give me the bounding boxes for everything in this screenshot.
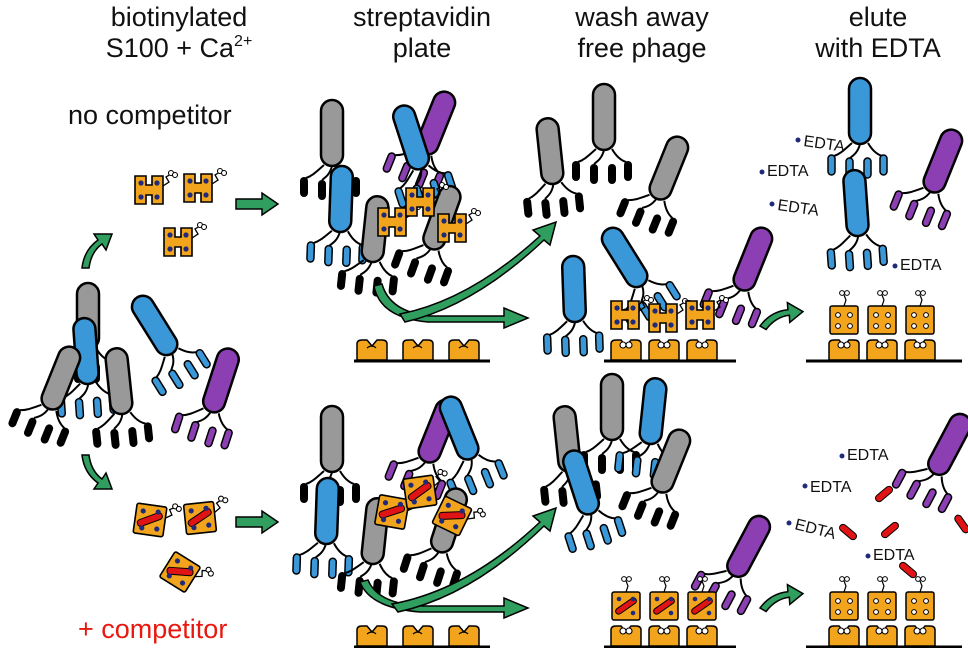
edta-label: EDTA bbox=[810, 479, 852, 496]
edta-label: EDTA bbox=[873, 547, 915, 564]
calcium-charge: 2+ bbox=[234, 33, 253, 50]
arrow-step1-to-step2-bottom bbox=[235, 510, 279, 534]
streptavidin-plate-top bbox=[354, 339, 490, 363]
header-step4: elute with EDTA bbox=[790, 2, 966, 64]
header-step2-line1: streptavidin bbox=[352, 2, 492, 32]
mixture-top bbox=[298, 79, 482, 300]
edta-label: EDTA bbox=[847, 447, 889, 464]
captured-s100-bottom bbox=[604, 575, 736, 648]
captured-s100-top bbox=[604, 294, 736, 363]
split-arrow-bottom bbox=[358, 506, 558, 620]
header-step3-line2: free phage bbox=[577, 33, 707, 63]
edta-label: EDTA bbox=[776, 197, 820, 220]
arrow-step1-to-step2-top bbox=[235, 192, 279, 216]
phage-library bbox=[4, 281, 259, 454]
header-step1: biotinylated S100 + Ca2+ bbox=[70, 2, 288, 68]
header-step3: wash away free phage bbox=[554, 2, 730, 64]
header-step2: streptavidin plate bbox=[328, 2, 516, 64]
header-step4-line2: with EDTA bbox=[815, 33, 941, 63]
free-phage-top bbox=[513, 82, 709, 242]
header-step4-line1: elute bbox=[848, 2, 908, 32]
eluted-plate-bottom bbox=[806, 575, 962, 648]
bound-phage-top bbox=[539, 213, 792, 359]
eluted-phage-top bbox=[820, 76, 968, 274]
mixture-bottom bbox=[291, 386, 511, 602]
arrow-to-no-competitor bbox=[81, 233, 113, 269]
edta-label: EDTA bbox=[793, 516, 838, 543]
arrow-step3-to-step4-bottom bbox=[759, 577, 804, 624]
streptavidin-plate-bottom bbox=[354, 625, 490, 648]
edta-label: EDTA bbox=[767, 163, 809, 180]
edta-top: EDTA EDTA EDTA EDTA bbox=[759, 133, 942, 274]
condition-plus-competitor: + competitor bbox=[78, 614, 228, 644]
eluted-phage-bottom bbox=[888, 398, 968, 518]
eluted-plate-top bbox=[806, 289, 962, 363]
condition-no-competitor: no competitor bbox=[68, 100, 232, 130]
released-competitor bbox=[839, 485, 968, 579]
arrow-step3-to-step4-top bbox=[759, 295, 804, 342]
edta-label: EDTA bbox=[802, 133, 846, 156]
arrow-to-competitor bbox=[81, 454, 113, 490]
header-step2-line2: plate bbox=[392, 33, 452, 63]
s100-ca-molecules bbox=[134, 167, 228, 257]
free-phage-bottom bbox=[530, 372, 711, 558]
header-step1-line1: biotinylated bbox=[110, 2, 248, 32]
split-arrow-top bbox=[373, 220, 558, 330]
edta-bottom: EDTA EDTA EDTA EDTA bbox=[786, 447, 915, 564]
header-step1-line2: S100 + Ca2+ bbox=[105, 33, 253, 63]
edta-label: EDTA bbox=[900, 257, 942, 274]
s100-competitor-molecules bbox=[132, 494, 232, 602]
header-step3-line1: wash away bbox=[575, 2, 709, 32]
